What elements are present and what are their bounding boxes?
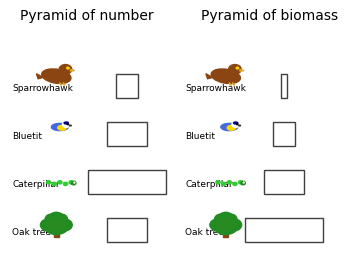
Ellipse shape: [221, 123, 238, 131]
Circle shape: [45, 214, 58, 224]
Circle shape: [233, 182, 237, 185]
Ellipse shape: [53, 125, 64, 128]
Ellipse shape: [233, 122, 238, 124]
Circle shape: [215, 214, 227, 224]
Circle shape: [238, 181, 243, 184]
Ellipse shape: [215, 71, 233, 79]
Text: Caterpillar: Caterpillar: [185, 180, 233, 189]
Ellipse shape: [58, 125, 66, 130]
Ellipse shape: [223, 125, 233, 128]
Bar: [107, 218, 147, 242]
Circle shape: [58, 181, 62, 184]
Polygon shape: [240, 69, 244, 71]
Text: Pyramid of biomass: Pyramid of biomass: [201, 9, 338, 23]
Circle shape: [52, 182, 56, 185]
Circle shape: [63, 182, 68, 185]
Circle shape: [222, 182, 226, 185]
Ellipse shape: [45, 71, 64, 79]
Bar: [281, 73, 287, 97]
Circle shape: [49, 212, 63, 223]
Circle shape: [59, 65, 72, 74]
Circle shape: [217, 218, 234, 231]
Ellipse shape: [42, 69, 71, 83]
Circle shape: [67, 67, 69, 69]
Circle shape: [69, 181, 73, 184]
Circle shape: [216, 181, 220, 184]
Ellipse shape: [227, 125, 236, 130]
Circle shape: [226, 219, 242, 231]
Polygon shape: [69, 125, 72, 126]
Circle shape: [40, 219, 56, 231]
Circle shape: [224, 214, 237, 224]
Text: Pyramid of number: Pyramid of number: [20, 9, 153, 23]
Polygon shape: [239, 125, 241, 126]
Circle shape: [213, 215, 238, 235]
Circle shape: [232, 122, 240, 127]
Circle shape: [243, 182, 244, 183]
Bar: [245, 218, 323, 242]
Bar: [54, 227, 59, 237]
Circle shape: [237, 124, 238, 125]
Text: Oak tree: Oak tree: [185, 228, 224, 237]
Circle shape: [71, 181, 76, 185]
Text: Bluetit: Bluetit: [12, 132, 42, 141]
Text: Bluetit: Bluetit: [185, 132, 215, 141]
Bar: [116, 73, 138, 97]
Ellipse shape: [52, 123, 68, 131]
Text: Sparrowhawk: Sparrowhawk: [185, 84, 246, 93]
Polygon shape: [71, 69, 74, 71]
Bar: [88, 170, 166, 194]
Bar: [223, 227, 228, 237]
Circle shape: [74, 182, 75, 183]
Circle shape: [229, 65, 241, 74]
Text: Caterpillar: Caterpillar: [12, 180, 60, 189]
Circle shape: [56, 219, 72, 231]
Polygon shape: [37, 74, 43, 79]
Circle shape: [227, 181, 231, 184]
Polygon shape: [206, 74, 213, 79]
Circle shape: [210, 219, 226, 231]
Bar: [273, 122, 295, 146]
Text: Sparrowhawk: Sparrowhawk: [12, 84, 73, 93]
Bar: [107, 122, 147, 146]
Circle shape: [219, 212, 233, 223]
Circle shape: [67, 124, 68, 125]
Circle shape: [47, 181, 51, 184]
Circle shape: [236, 67, 238, 69]
Ellipse shape: [64, 122, 68, 124]
Circle shape: [241, 181, 245, 185]
Circle shape: [44, 215, 69, 235]
Bar: [264, 170, 304, 194]
Circle shape: [63, 122, 70, 127]
Text: Oak tree: Oak tree: [12, 228, 51, 237]
Ellipse shape: [211, 69, 241, 83]
Circle shape: [55, 214, 67, 224]
Circle shape: [48, 218, 65, 231]
